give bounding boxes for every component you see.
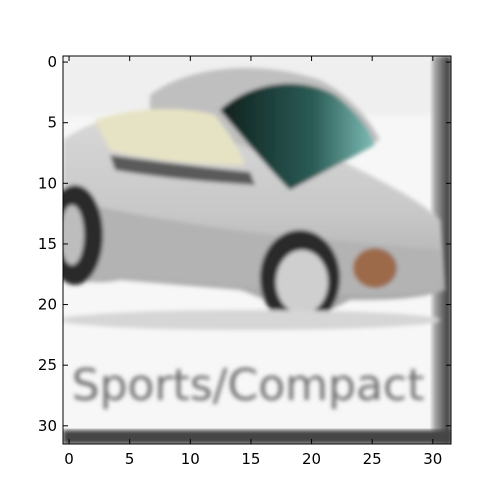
x-tick-label: 0 [64,450,74,468]
x-tick-label: 25 [363,450,382,468]
y-tick-label: 5 [47,114,57,132]
car-headlight [353,248,397,288]
x-axis: 0 5 10 15 20 25 30 [64,56,442,468]
car-side-window [95,108,245,165]
car-window-sill [110,155,255,185]
y-tick-label: 0 [47,53,57,71]
y-tick-label: 25 [38,356,57,374]
x-tick-label: 15 [241,450,260,468]
y-tick-label: 20 [38,296,57,314]
car-ground-shadow [63,310,440,330]
x-tick-label: 5 [125,450,135,468]
y-tick-label: 10 [38,174,57,192]
car-windshield [220,83,375,190]
car-front-rim [276,250,328,314]
x-tick-label: 20 [302,450,321,468]
bottom-edge-shadow [63,430,451,444]
image-caption-text: Sports/Compact [72,360,425,411]
y-tick-label: 15 [38,235,57,253]
y-axis: 0 5 10 15 20 25 30 [38,53,451,435]
x-tick-label: 30 [423,450,442,468]
image-panel: Sports/Compact [63,56,451,444]
car-side-shade [63,200,440,295]
y-tick-label: 30 [38,417,57,435]
car-rear-rim [63,205,84,265]
axes-frame [62,55,452,445]
car [63,68,445,330]
x-tick-label: 10 [181,450,200,468]
